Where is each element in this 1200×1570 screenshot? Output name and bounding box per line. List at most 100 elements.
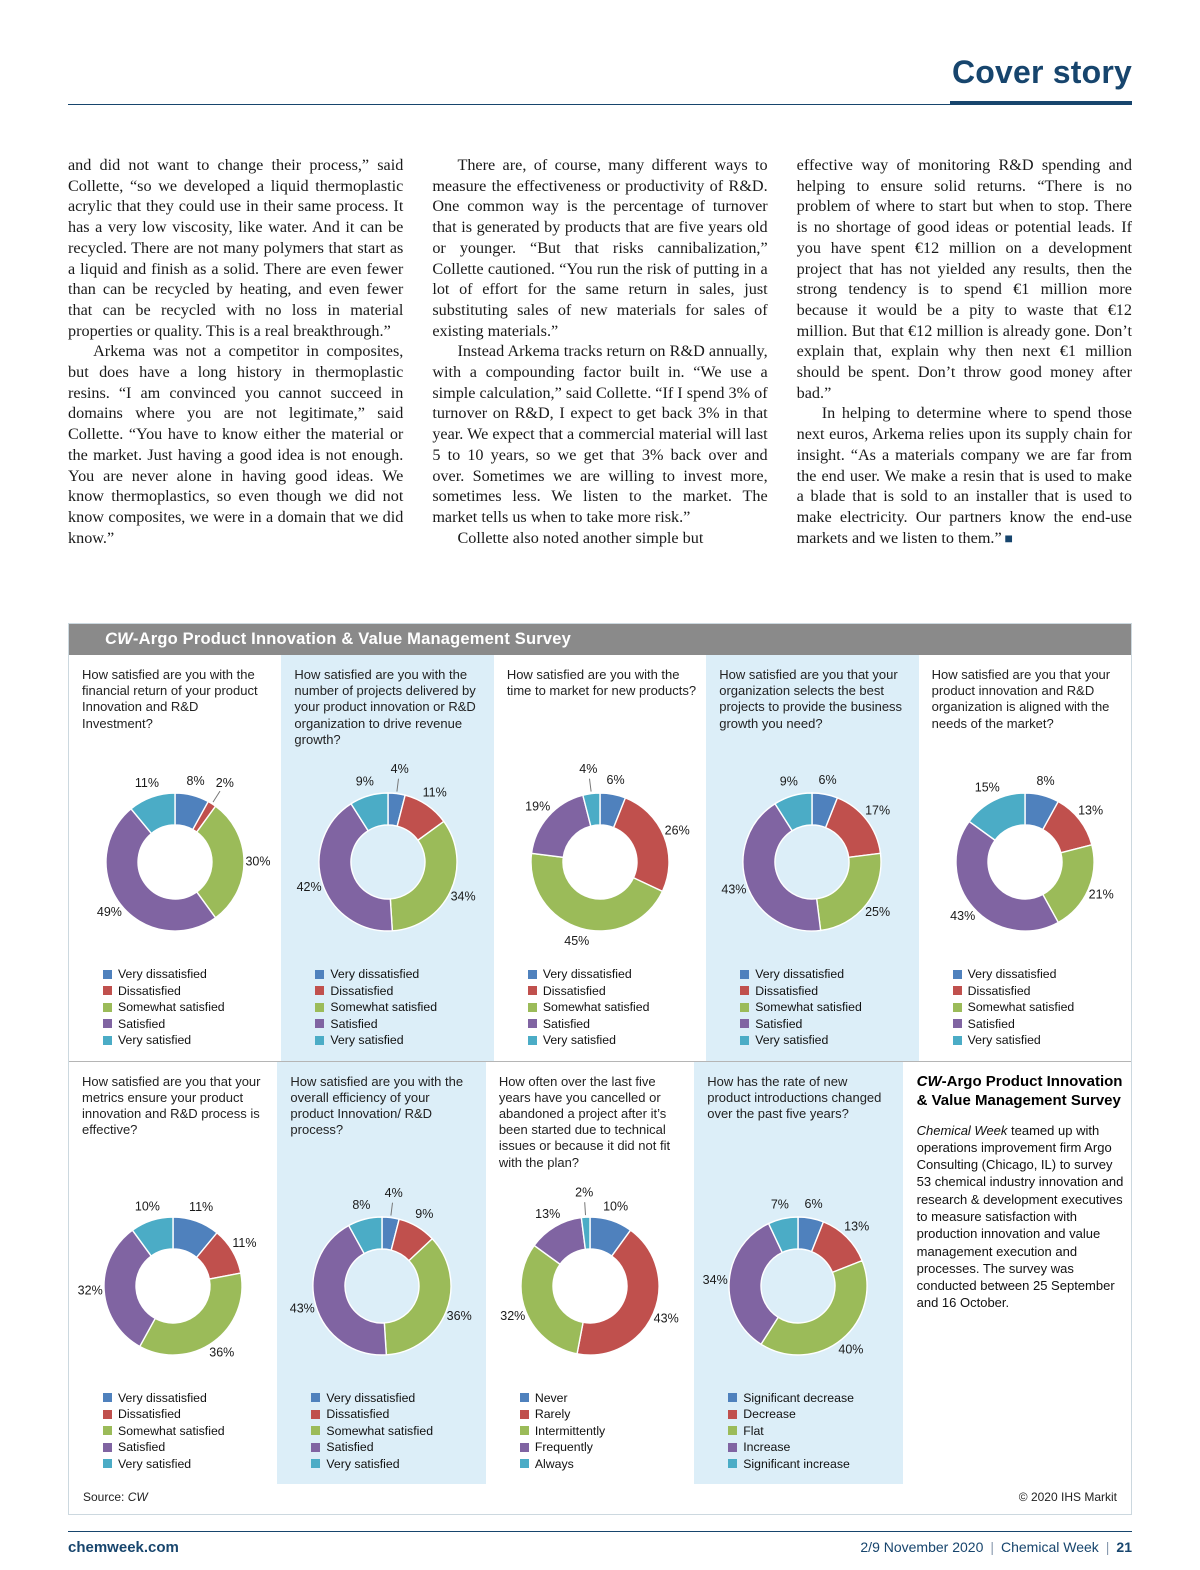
- percent-label: 43%: [722, 882, 747, 896]
- legend-swatch: [952, 1035, 962, 1045]
- percent-label: 34%: [450, 890, 475, 904]
- percent-label: 34%: [703, 1273, 728, 1287]
- percent-label: 11%: [189, 1200, 213, 1214]
- legend-label: Satisfied: [118, 1016, 166, 1031]
- percent-label: 40%: [839, 1342, 864, 1356]
- donut-chart: 8% 13% 21% 43% 15%: [950, 774, 1114, 932]
- legend-swatch: [740, 1035, 750, 1045]
- percent-label: 9%: [415, 1206, 433, 1220]
- paragraph: and did not want to change their process…: [68, 156, 404, 340]
- legend-label: Very satisfied: [326, 1456, 400, 1471]
- percent-label: 32%: [78, 1283, 103, 1297]
- legend-label: Very dissatisfied: [330, 967, 420, 982]
- chart-panel-market-alignment: How satisfied are you that your product …: [919, 655, 1131, 1061]
- legend-swatch: [103, 1035, 112, 1045]
- legend-item: Satisfied: [311, 1439, 479, 1456]
- legend-item: Very satisfied: [103, 1456, 271, 1473]
- legend-swatch: [527, 1035, 537, 1045]
- legend-label: Flat: [743, 1423, 764, 1438]
- legend-item: Dissatisfied: [311, 1406, 479, 1423]
- donut-chart: 6% 26% 45% 19% 4%: [525, 762, 690, 948]
- label-leader-line: [212, 790, 221, 803]
- legend-label: Very dissatisfied: [326, 1390, 416, 1405]
- legend-swatch: [527, 1019, 537, 1029]
- percent-label: 15%: [975, 780, 1000, 794]
- chart-legend: Very dissatisfied Dissatisfied Somewhat sa…: [494, 962, 706, 1061]
- legend-label: Very satisfied: [542, 1033, 616, 1048]
- donut-slice: [383, 1237, 452, 1356]
- chart-question: How often over the last five years have …: [498, 1073, 671, 1170]
- legend-label: Very dissatisfied: [118, 1390, 207, 1405]
- donut-chart: 6% 13% 40% 34% 7%: [703, 1196, 870, 1356]
- legend-label: Dissatisfied: [330, 983, 394, 998]
- footer-separator: |: [990, 1539, 994, 1555]
- legend-swatch: [728, 1442, 738, 1452]
- legend-swatch: [740, 969, 750, 979]
- legend-item: Dissatisfied: [952, 983, 1125, 1000]
- legend-item: Somewhat satisfied: [311, 1423, 479, 1440]
- legend-label: Satisfied: [118, 1440, 166, 1455]
- percent-label: 10%: [135, 1199, 160, 1213]
- percent-label: 7%: [771, 1197, 789, 1211]
- legend-swatch: [519, 1442, 529, 1452]
- survey-infographic: CW-Argo Product Innovation & Value Manag…: [68, 623, 1132, 1515]
- legend-item: Somewhat satisfied: [103, 999, 275, 1016]
- donut-slice: [760, 1259, 869, 1356]
- donut-slice: [576, 1228, 660, 1356]
- donut-chart: 8% 2% 30% 49% 11%: [97, 774, 271, 932]
- chart-legend: Very dissatisfied Dissatisfied Somewhat sa…: [919, 962, 1131, 1061]
- legend-item: Significant decrease: [728, 1390, 896, 1407]
- legend-swatch: [103, 1442, 112, 1452]
- legend-item: Very dissatisfied: [527, 966, 700, 983]
- percent-label: 19%: [525, 799, 550, 813]
- legend-swatch: [103, 1426, 112, 1436]
- legend-item: Frequently: [519, 1439, 688, 1456]
- survey-banner-title: -Argo Product Innovation & Value Managem…: [132, 630, 572, 648]
- donut-chart: 6% 17% 25% 43% 9%: [722, 773, 891, 932]
- chart-legend: Very dissatisfied Dissatisfied Somewhat sa…: [277, 1386, 485, 1485]
- percent-label: 10%: [603, 1199, 628, 1213]
- source-value: CW: [127, 1490, 148, 1504]
- legend-label: Rarely: [534, 1407, 571, 1422]
- source-label: Source:: [83, 1490, 125, 1504]
- donut-slice: [349, 792, 389, 832]
- donut-slice: [774, 792, 814, 832]
- survey-banner-title-italic: CW: [105, 630, 133, 648]
- donut-slice: [530, 852, 664, 932]
- legend-swatch: [519, 1459, 529, 1469]
- legend-label: Satisfied: [542, 1016, 590, 1031]
- site-link[interactable]: chemweek.com: [68, 1539, 179, 1556]
- legend-item: Somewhat satisfied: [103, 1423, 271, 1440]
- percent-label: 13%: [1078, 803, 1103, 817]
- legend-label: Dissatisfied: [967, 983, 1031, 998]
- donut-slice: [580, 1215, 591, 1250]
- section-title: Cover story: [951, 54, 1132, 90]
- legend-swatch: [103, 1019, 112, 1029]
- footer-publication: Chemical Week: [1001, 1539, 1099, 1555]
- legend-item: Very dissatisfied: [311, 1390, 479, 1407]
- legend-item: Very dissatisfied: [103, 1390, 271, 1407]
- legend-label: Dissatisfied: [755, 983, 819, 998]
- legend-swatch: [952, 1002, 962, 1012]
- legend-swatch: [728, 1409, 738, 1419]
- survey-about-panel: CW-Argo Product Innovation & Value Manag…: [903, 1062, 1131, 1485]
- chart-panel-best-projects: How satisfied are you that your organiza…: [706, 655, 919, 1061]
- donut-slice: [317, 802, 393, 932]
- article-column-1: and did not want to change their process…: [68, 155, 403, 613]
- donut-slice: [968, 792, 1026, 842]
- article-column-3: effective way of monitoring R&D spending…: [797, 155, 1132, 613]
- article-body: and did not want to change their process…: [68, 155, 1132, 613]
- legend-swatch: [311, 1393, 321, 1403]
- legend-label: Intermittently: [534, 1423, 606, 1438]
- legend-label: Satisfied: [326, 1440, 374, 1455]
- chart-panel-efficiency: How satisfied are you with the overall e…: [277, 1061, 486, 1485]
- legend-label: Somewhat satisfied: [326, 1423, 434, 1438]
- survey-about-text: Chemical Week teamed up with operations …: [917, 1122, 1125, 1312]
- chart-panel-time-to-market: How satisfied are you with the time to m…: [494, 655, 706, 1061]
- percent-label: 49%: [97, 905, 122, 919]
- donut-slice: [311, 1224, 387, 1356]
- percent-label: 6%: [819, 773, 837, 787]
- legend-swatch: [740, 986, 750, 996]
- survey-about-title: CW-Argo Product Innovation & Value Manag…: [917, 1072, 1125, 1110]
- donut-slice: [195, 805, 245, 919]
